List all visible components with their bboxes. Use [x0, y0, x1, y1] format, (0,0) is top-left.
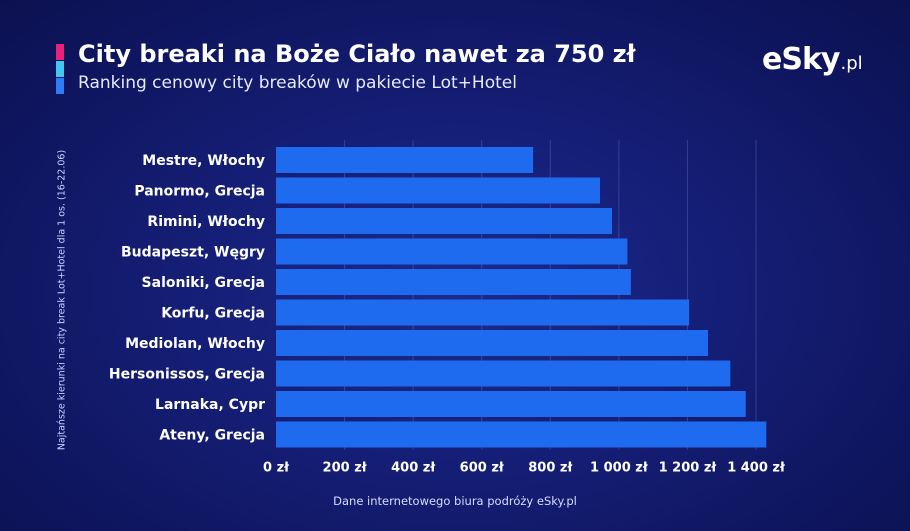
bar-3: [276, 208, 612, 234]
x-tick-label-1: 0 zł: [263, 461, 290, 476]
bar-10: [276, 421, 767, 448]
x-tick-label-6: 1 000 zł: [590, 461, 649, 476]
bar-9: [276, 391, 746, 417]
x-tick-label-2: 200 zł: [323, 461, 368, 476]
chart-title: City breaki na Boże Ciało nawet za 750 z…: [78, 40, 636, 68]
x-tick-label-5: 800 zł: [528, 461, 573, 476]
logo-main: eSky: [762, 42, 840, 77]
x-tick-label-8: 1 400 zł: [727, 461, 786, 476]
bar-4: [276, 238, 628, 265]
bar-7: [276, 330, 708, 356]
category-label-1: Mestre, Włochy: [142, 153, 265, 169]
logo-tld: .pl: [840, 53, 863, 74]
category-label-10: Ateny, Grecja: [159, 428, 265, 444]
chart-subtitle: Ranking cenowy city breaków w pakiecie L…: [78, 73, 517, 93]
x-tick-label-3: 400 zł: [391, 461, 436, 476]
bar-5: [276, 269, 631, 295]
accent-bar-cyan: [56, 61, 64, 77]
category-label-5: Saloniki, Grecja: [142, 275, 265, 291]
accent-bar-pink: [56, 44, 64, 60]
category-label-7: Mediolan, Włochy: [125, 336, 265, 352]
accent-bar-blue: [56, 78, 64, 94]
category-label-8: Hersonissos, Grecja: [109, 367, 265, 383]
bar-1: [276, 147, 534, 173]
bar-8: [276, 360, 731, 387]
category-label-3: Rimini, Włochy: [147, 214, 265, 230]
category-label-4: Budapeszt, Węgry: [121, 245, 265, 261]
bar-6: [276, 299, 690, 326]
x-tick-label-7: 1 200 zł: [659, 461, 718, 476]
source-note: Dane internetowego biura podróży eSky.pl: [333, 494, 577, 508]
category-label-2: Panormo, Grecja: [134, 184, 265, 200]
bar-2: [276, 177, 600, 204]
category-label-6: Korfu, Grecja: [161, 306, 265, 322]
esky-logo: eSky .pl: [762, 42, 863, 78]
x-tick-label-4: 600 zł: [460, 461, 505, 476]
category-label-9: Larnaka, Cypr: [155, 397, 265, 413]
